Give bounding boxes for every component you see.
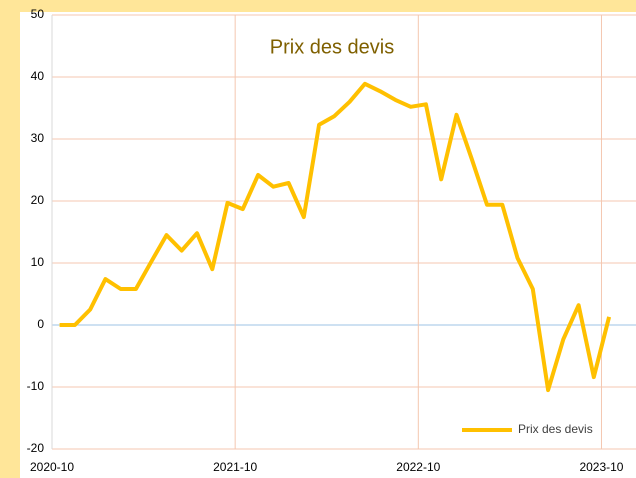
y-tick-label: 20 [31, 193, 45, 207]
line-series [59, 81, 612, 393]
x-tick-label: 2022-10 [396, 460, 440, 474]
y-tick-label: 0 [37, 317, 44, 331]
x-tick-label: 2020-10 [30, 460, 74, 474]
x-tick-label: 2023-10 [579, 460, 623, 474]
chart-title: Prix des devis [270, 36, 395, 58]
y-tick-label: -10 [27, 379, 45, 393]
y-tick-label: 30 [31, 131, 45, 145]
y-tick-label: 40 [31, 69, 45, 83]
y-tick-label: 50 [31, 7, 45, 21]
legend-label: Prix des devis [518, 422, 593, 436]
x-tick-label: 2021-10 [213, 460, 257, 474]
y-tick-label: -20 [27, 441, 45, 455]
y-tick-label: 10 [31, 255, 45, 269]
chart-area [20, 12, 636, 478]
